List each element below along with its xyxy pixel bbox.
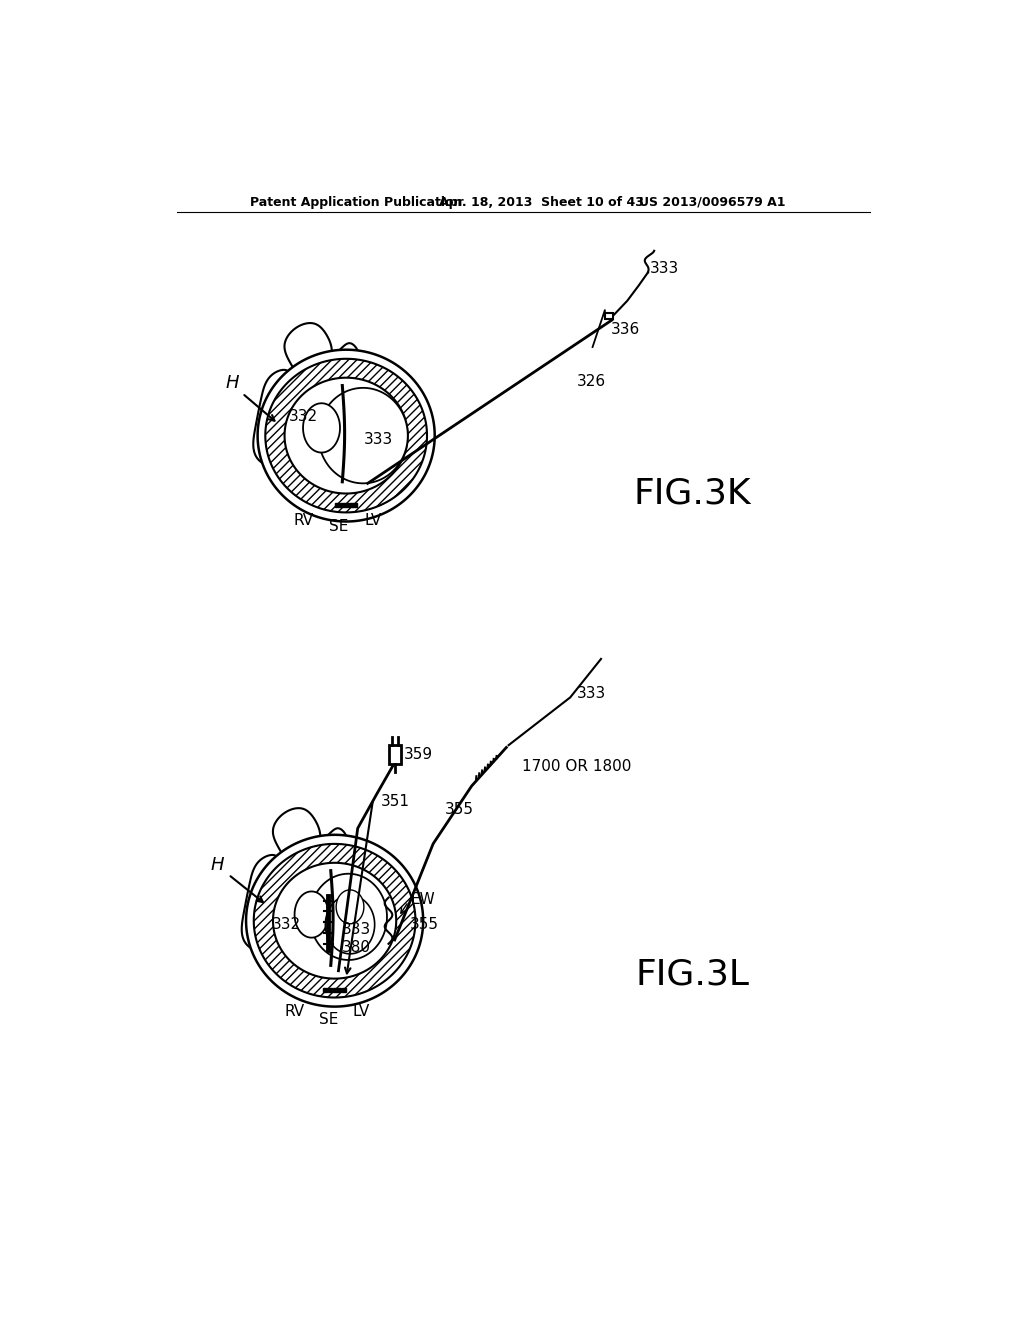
Polygon shape: [318, 388, 408, 483]
Text: EW: EW: [410, 891, 435, 907]
Text: 333: 333: [364, 432, 393, 447]
Polygon shape: [303, 404, 340, 453]
Text: Patent Application Publication: Patent Application Publication: [250, 195, 462, 209]
Text: Apr. 18, 2013  Sheet 10 of 43: Apr. 18, 2013 Sheet 10 of 43: [438, 195, 643, 209]
Text: 355: 355: [410, 917, 439, 932]
Text: RV: RV: [294, 512, 314, 528]
Polygon shape: [310, 874, 387, 960]
Text: 332: 332: [272, 917, 301, 932]
Polygon shape: [319, 828, 347, 859]
Polygon shape: [326, 895, 375, 954]
Polygon shape: [273, 863, 396, 978]
Text: 336: 336: [611, 322, 640, 337]
Polygon shape: [285, 323, 332, 380]
Text: US 2013/0096579 A1: US 2013/0096579 A1: [639, 195, 785, 209]
Polygon shape: [285, 378, 408, 494]
Text: 326: 326: [578, 374, 606, 389]
Text: SE: SE: [329, 519, 348, 535]
Text: FIG.3K: FIG.3K: [634, 477, 752, 511]
Text: 359: 359: [403, 747, 433, 762]
Text: LV: LV: [353, 1005, 371, 1019]
Text: FIG.3L: FIG.3L: [636, 957, 750, 991]
Text: RV: RV: [285, 1005, 304, 1019]
Text: 355: 355: [444, 801, 474, 817]
Text: 333: 333: [342, 923, 371, 937]
Polygon shape: [336, 890, 364, 924]
Polygon shape: [258, 350, 435, 521]
Polygon shape: [246, 834, 423, 1007]
Polygon shape: [605, 313, 612, 319]
Polygon shape: [295, 891, 329, 937]
Polygon shape: [388, 744, 400, 764]
Text: 1700 OR 1800: 1700 OR 1800: [521, 759, 631, 775]
Text: 333: 333: [577, 686, 605, 701]
Polygon shape: [253, 370, 304, 466]
Text: 333: 333: [649, 261, 679, 276]
Polygon shape: [273, 808, 321, 866]
Text: H: H: [225, 375, 239, 392]
Text: H: H: [211, 857, 224, 874]
Text: 351: 351: [381, 793, 410, 809]
Polygon shape: [254, 843, 416, 998]
Text: 332: 332: [289, 409, 318, 424]
Polygon shape: [242, 855, 293, 952]
Polygon shape: [265, 359, 427, 512]
Polygon shape: [331, 343, 358, 374]
Text: LV: LV: [365, 512, 382, 528]
Text: 380: 380: [342, 940, 371, 956]
Text: SE: SE: [318, 1011, 338, 1027]
